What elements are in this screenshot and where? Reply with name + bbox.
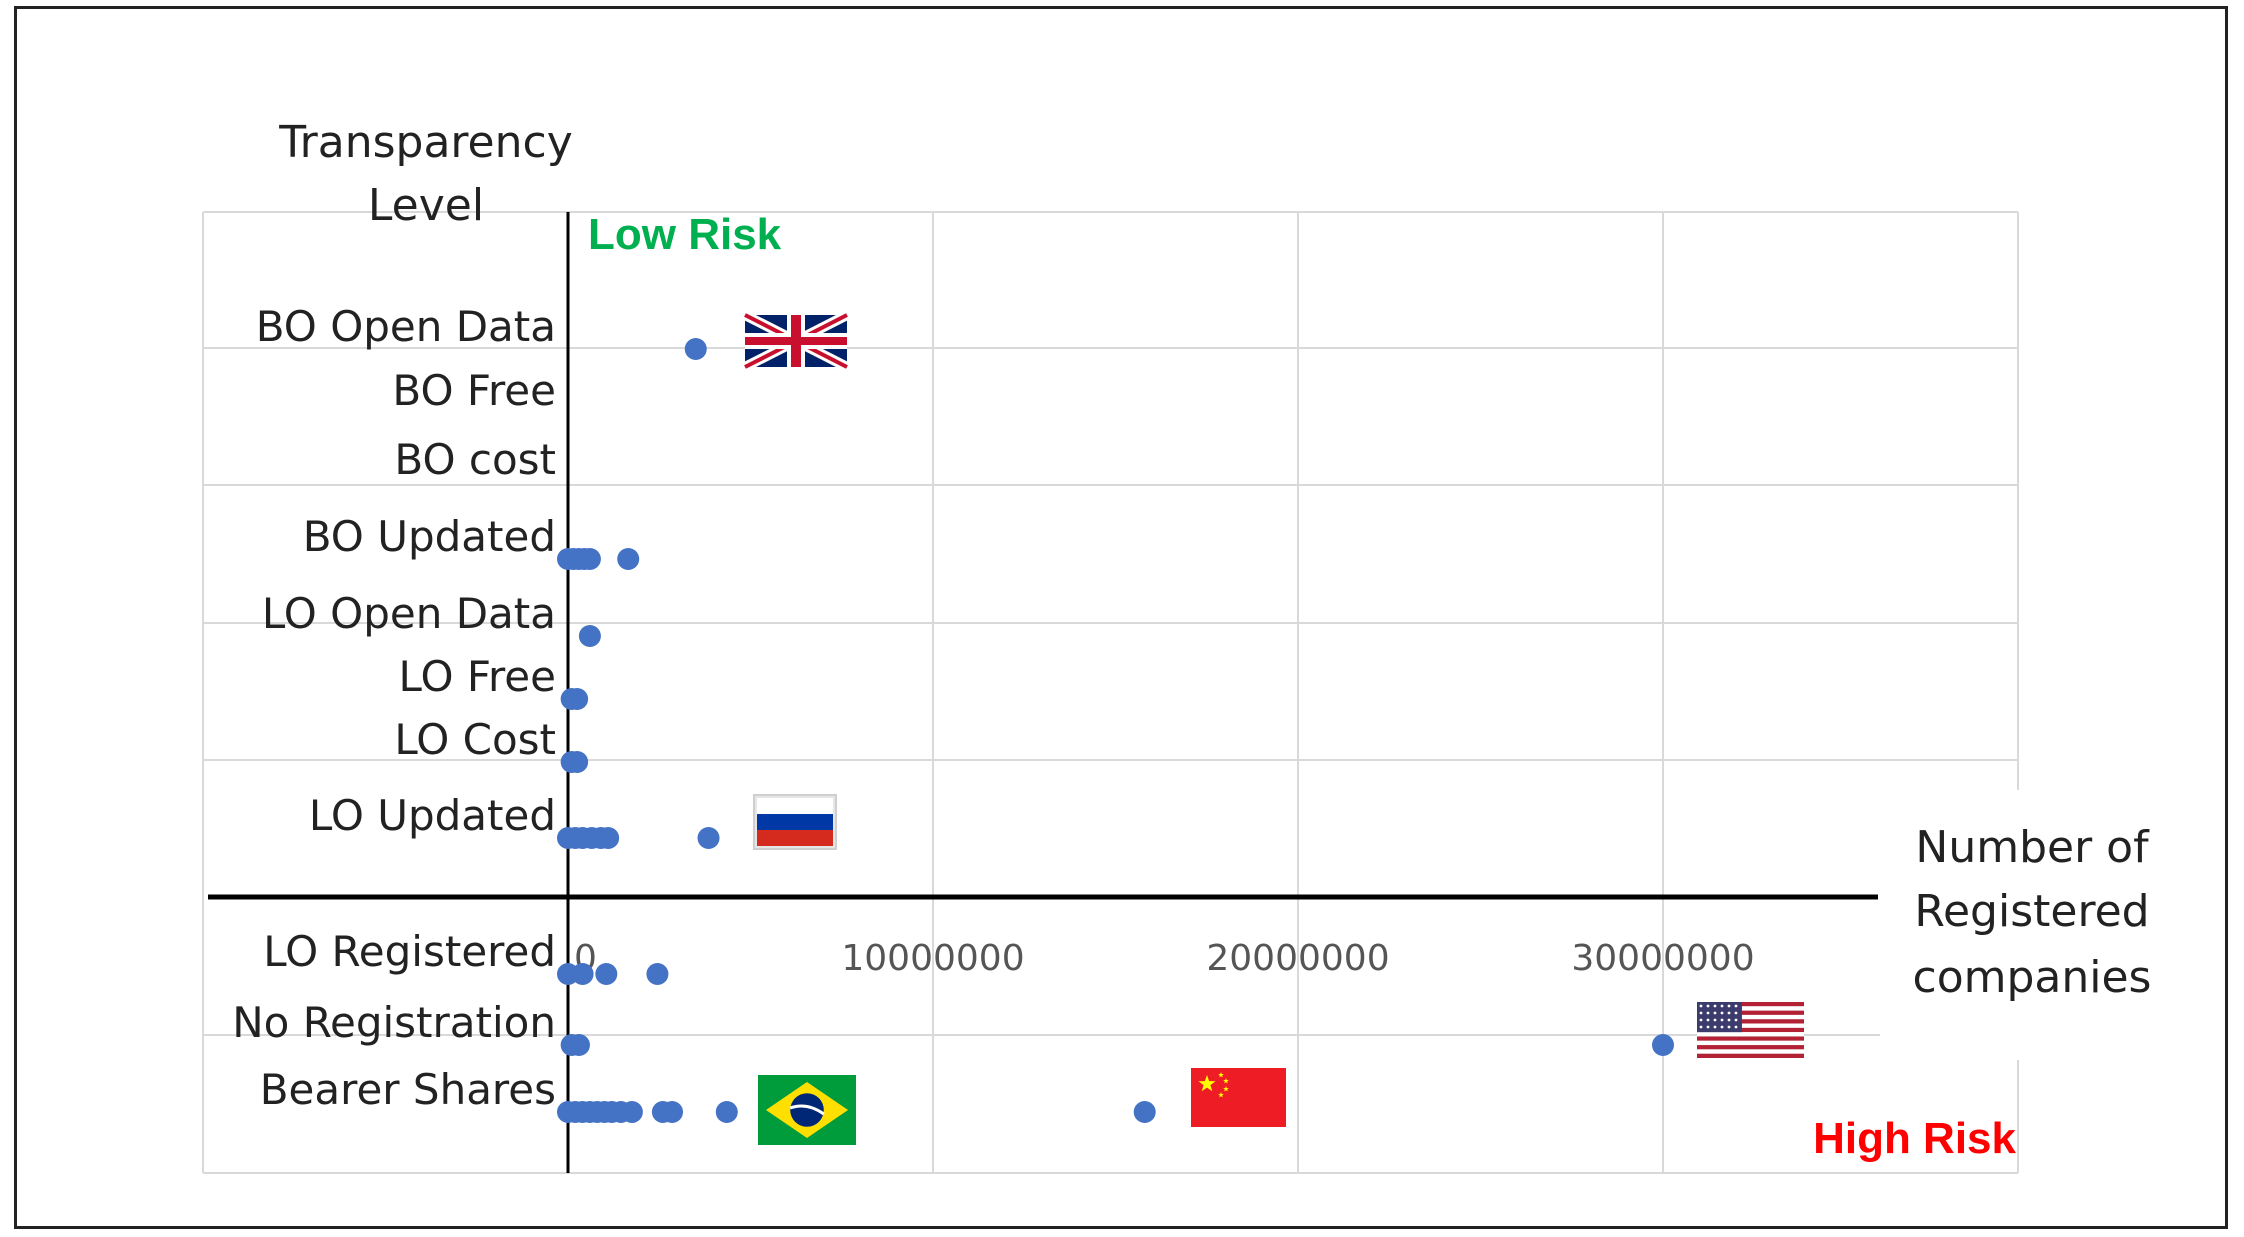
data-point: [566, 688, 589, 710]
x-axis-title-line2: Registered: [1914, 886, 2149, 937]
data-point: [715, 1101, 738, 1123]
russia-flag-icon: [753, 794, 837, 850]
data-point: [597, 827, 620, 849]
category-label: BO Free: [392, 366, 556, 415]
category-labels: BO Open Data BO Free BO cost BO Updated LO O…: [232, 302, 556, 1114]
category-label: LO Registered: [263, 927, 556, 976]
category-label: No Registration: [232, 998, 556, 1047]
data-points: [557, 338, 1674, 1123]
brazil-flag-icon: [758, 1075, 856, 1145]
category-label: BO Updated: [303, 512, 556, 561]
category-label: Bearer Shares: [260, 1065, 556, 1114]
category-label: BO cost: [394, 435, 556, 484]
y-axis-title-line1: Transparency: [278, 117, 572, 168]
category-label: BO Open Data: [256, 302, 556, 351]
low-risk-label: Low Risk: [588, 210, 782, 259]
chart-gridlines: [202, 211, 2160, 1174]
x-tick-labels: 0 10000000 20000000 30000000: [574, 938, 1755, 979]
category-label: LO Open Data: [262, 589, 556, 638]
category-label: LO Free: [399, 652, 556, 701]
x-tick-label: 10000000: [841, 938, 1024, 979]
data-point: [1652, 1034, 1674, 1056]
china-flag-icon: [1191, 1068, 1286, 1127]
data-point: [661, 1101, 684, 1123]
usa-flag-icon: [1697, 1002, 1804, 1058]
data-point: [595, 963, 618, 985]
x-axis-title-line3: companies: [1913, 952, 2152, 1003]
chart-frame: [14, 6, 2228, 1229]
axis-title-background: [1880, 790, 2160, 1060]
data-point: [578, 625, 601, 647]
data-point: [617, 548, 640, 570]
x-tick-label: 20000000: [1206, 938, 1389, 979]
y-axis-title-line2: Level: [368, 180, 484, 231]
x-tick-label: 30000000: [1571, 938, 1754, 979]
data-point: [578, 548, 601, 570]
chart-annotations: Transparency Level Number of Registered …: [278, 117, 2151, 1163]
data-point: [646, 963, 669, 985]
x-axis-title-line1: Number of: [1915, 822, 2150, 873]
data-point: [567, 1034, 590, 1056]
high-risk-label: High Risk: [1813, 1114, 2016, 1163]
data-point: [697, 827, 720, 849]
data-point: [684, 338, 707, 360]
data-point: [571, 963, 594, 985]
category-label: LO Cost: [394, 715, 556, 764]
country-flags: [742, 310, 1804, 1145]
data-point: [566, 751, 589, 773]
data-point: [1133, 1101, 1156, 1123]
uk-flag-icon: [742, 310, 850, 372]
data-point: [620, 1101, 643, 1123]
category-label: LO Updated: [309, 791, 556, 840]
